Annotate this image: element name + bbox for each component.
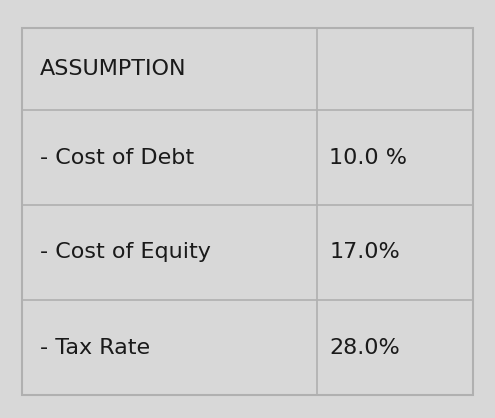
Text: 10.0 %: 10.0 % — [329, 148, 407, 168]
Text: - Tax Rate: - Tax Rate — [40, 337, 150, 357]
Bar — [22, 28, 473, 395]
Text: 17.0%: 17.0% — [329, 242, 400, 263]
Text: 28.0%: 28.0% — [329, 337, 400, 357]
Text: - Cost of Equity: - Cost of Equity — [40, 242, 211, 263]
Text: ASSUMPTION: ASSUMPTION — [40, 59, 187, 79]
Text: - Cost of Debt: - Cost of Debt — [40, 148, 194, 168]
